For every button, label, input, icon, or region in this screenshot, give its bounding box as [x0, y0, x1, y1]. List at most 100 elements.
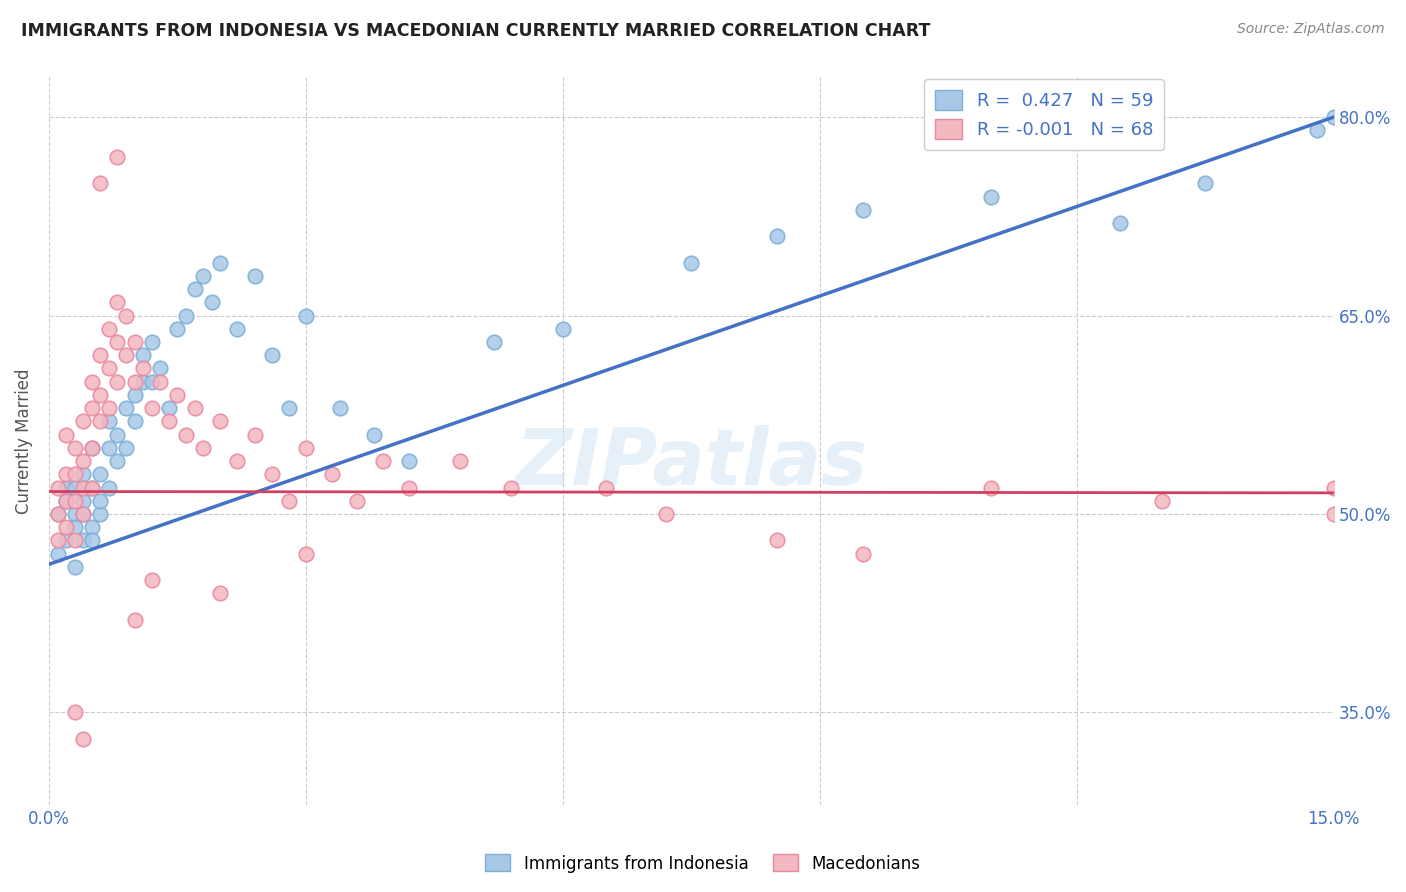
Point	[72, 731, 94, 746]
Point	[97, 481, 120, 495]
Point	[1194, 176, 1216, 190]
Point	[141, 375, 163, 389]
Point	[97, 414, 120, 428]
Point	[595, 481, 617, 495]
Point	[209, 255, 232, 269]
Point	[46, 507, 69, 521]
Point	[191, 268, 214, 283]
Point	[260, 467, 283, 482]
Point	[766, 229, 789, 244]
Point	[89, 414, 111, 428]
Point	[1108, 216, 1130, 230]
Point	[63, 493, 86, 508]
Point	[295, 441, 318, 455]
Point	[115, 309, 138, 323]
Point	[55, 481, 77, 495]
Point	[132, 348, 155, 362]
Point	[183, 282, 205, 296]
Point	[72, 481, 94, 495]
Point	[97, 401, 120, 416]
Point	[124, 334, 146, 349]
Point	[89, 507, 111, 521]
Point	[80, 481, 103, 495]
Point	[371, 454, 394, 468]
Point	[107, 454, 129, 468]
Point	[551, 322, 574, 336]
Point	[46, 533, 69, 548]
Point	[46, 547, 69, 561]
Point	[115, 348, 138, 362]
Legend: Immigrants from Indonesia, Macedonians: Immigrants from Indonesia, Macedonians	[478, 847, 928, 880]
Point	[398, 481, 420, 495]
Point	[55, 467, 77, 482]
Point	[449, 454, 471, 468]
Point	[72, 507, 94, 521]
Point	[141, 334, 163, 349]
Point	[1305, 123, 1327, 137]
Point	[107, 427, 129, 442]
Point	[107, 150, 129, 164]
Point	[124, 375, 146, 389]
Point	[89, 467, 111, 482]
Point	[174, 309, 197, 323]
Point	[157, 401, 180, 416]
Point	[295, 547, 318, 561]
Point	[46, 481, 69, 495]
Point	[63, 441, 86, 455]
Point	[89, 388, 111, 402]
Point	[63, 706, 86, 720]
Point	[72, 414, 94, 428]
Point	[226, 322, 249, 336]
Point	[124, 613, 146, 627]
Point	[329, 401, 352, 416]
Text: IMMIGRANTS FROM INDONESIA VS MACEDONIAN CURRENTLY MARRIED CORRELATION CHART: IMMIGRANTS FROM INDONESIA VS MACEDONIAN …	[21, 22, 931, 40]
Point	[63, 520, 86, 534]
Point	[97, 361, 120, 376]
Point	[852, 547, 875, 561]
Point	[183, 401, 205, 416]
Point	[166, 322, 188, 336]
Point	[174, 427, 197, 442]
Point	[72, 533, 94, 548]
Point	[132, 375, 155, 389]
Point	[1323, 507, 1346, 521]
Point	[157, 414, 180, 428]
Point	[501, 481, 523, 495]
Legend: R =  0.427   N = 59, R = -0.001   N = 68: R = 0.427 N = 59, R = -0.001 N = 68	[924, 79, 1164, 150]
Point	[89, 348, 111, 362]
Point	[55, 427, 77, 442]
Point	[398, 454, 420, 468]
Point	[63, 481, 86, 495]
Point	[63, 533, 86, 548]
Point	[209, 586, 232, 600]
Point	[115, 441, 138, 455]
Point	[55, 493, 77, 508]
Point	[63, 560, 86, 574]
Point	[681, 255, 703, 269]
Point	[107, 334, 129, 349]
Point	[346, 493, 368, 508]
Point	[80, 481, 103, 495]
Point	[1323, 110, 1346, 124]
Point	[277, 493, 299, 508]
Point	[141, 401, 163, 416]
Y-axis label: Currently Married: Currently Married	[15, 368, 32, 514]
Point	[55, 533, 77, 548]
Point	[321, 467, 343, 482]
Point	[63, 507, 86, 521]
Point	[132, 361, 155, 376]
Text: Source: ZipAtlas.com: Source: ZipAtlas.com	[1237, 22, 1385, 37]
Point	[363, 427, 385, 442]
Text: ZIPatlas: ZIPatlas	[515, 425, 868, 501]
Point	[141, 573, 163, 587]
Point	[1323, 481, 1346, 495]
Point	[484, 334, 506, 349]
Point	[107, 375, 129, 389]
Point	[80, 441, 103, 455]
Point	[107, 295, 129, 310]
Point	[46, 507, 69, 521]
Point	[97, 322, 120, 336]
Point	[72, 507, 94, 521]
Point	[277, 401, 299, 416]
Point	[980, 481, 1002, 495]
